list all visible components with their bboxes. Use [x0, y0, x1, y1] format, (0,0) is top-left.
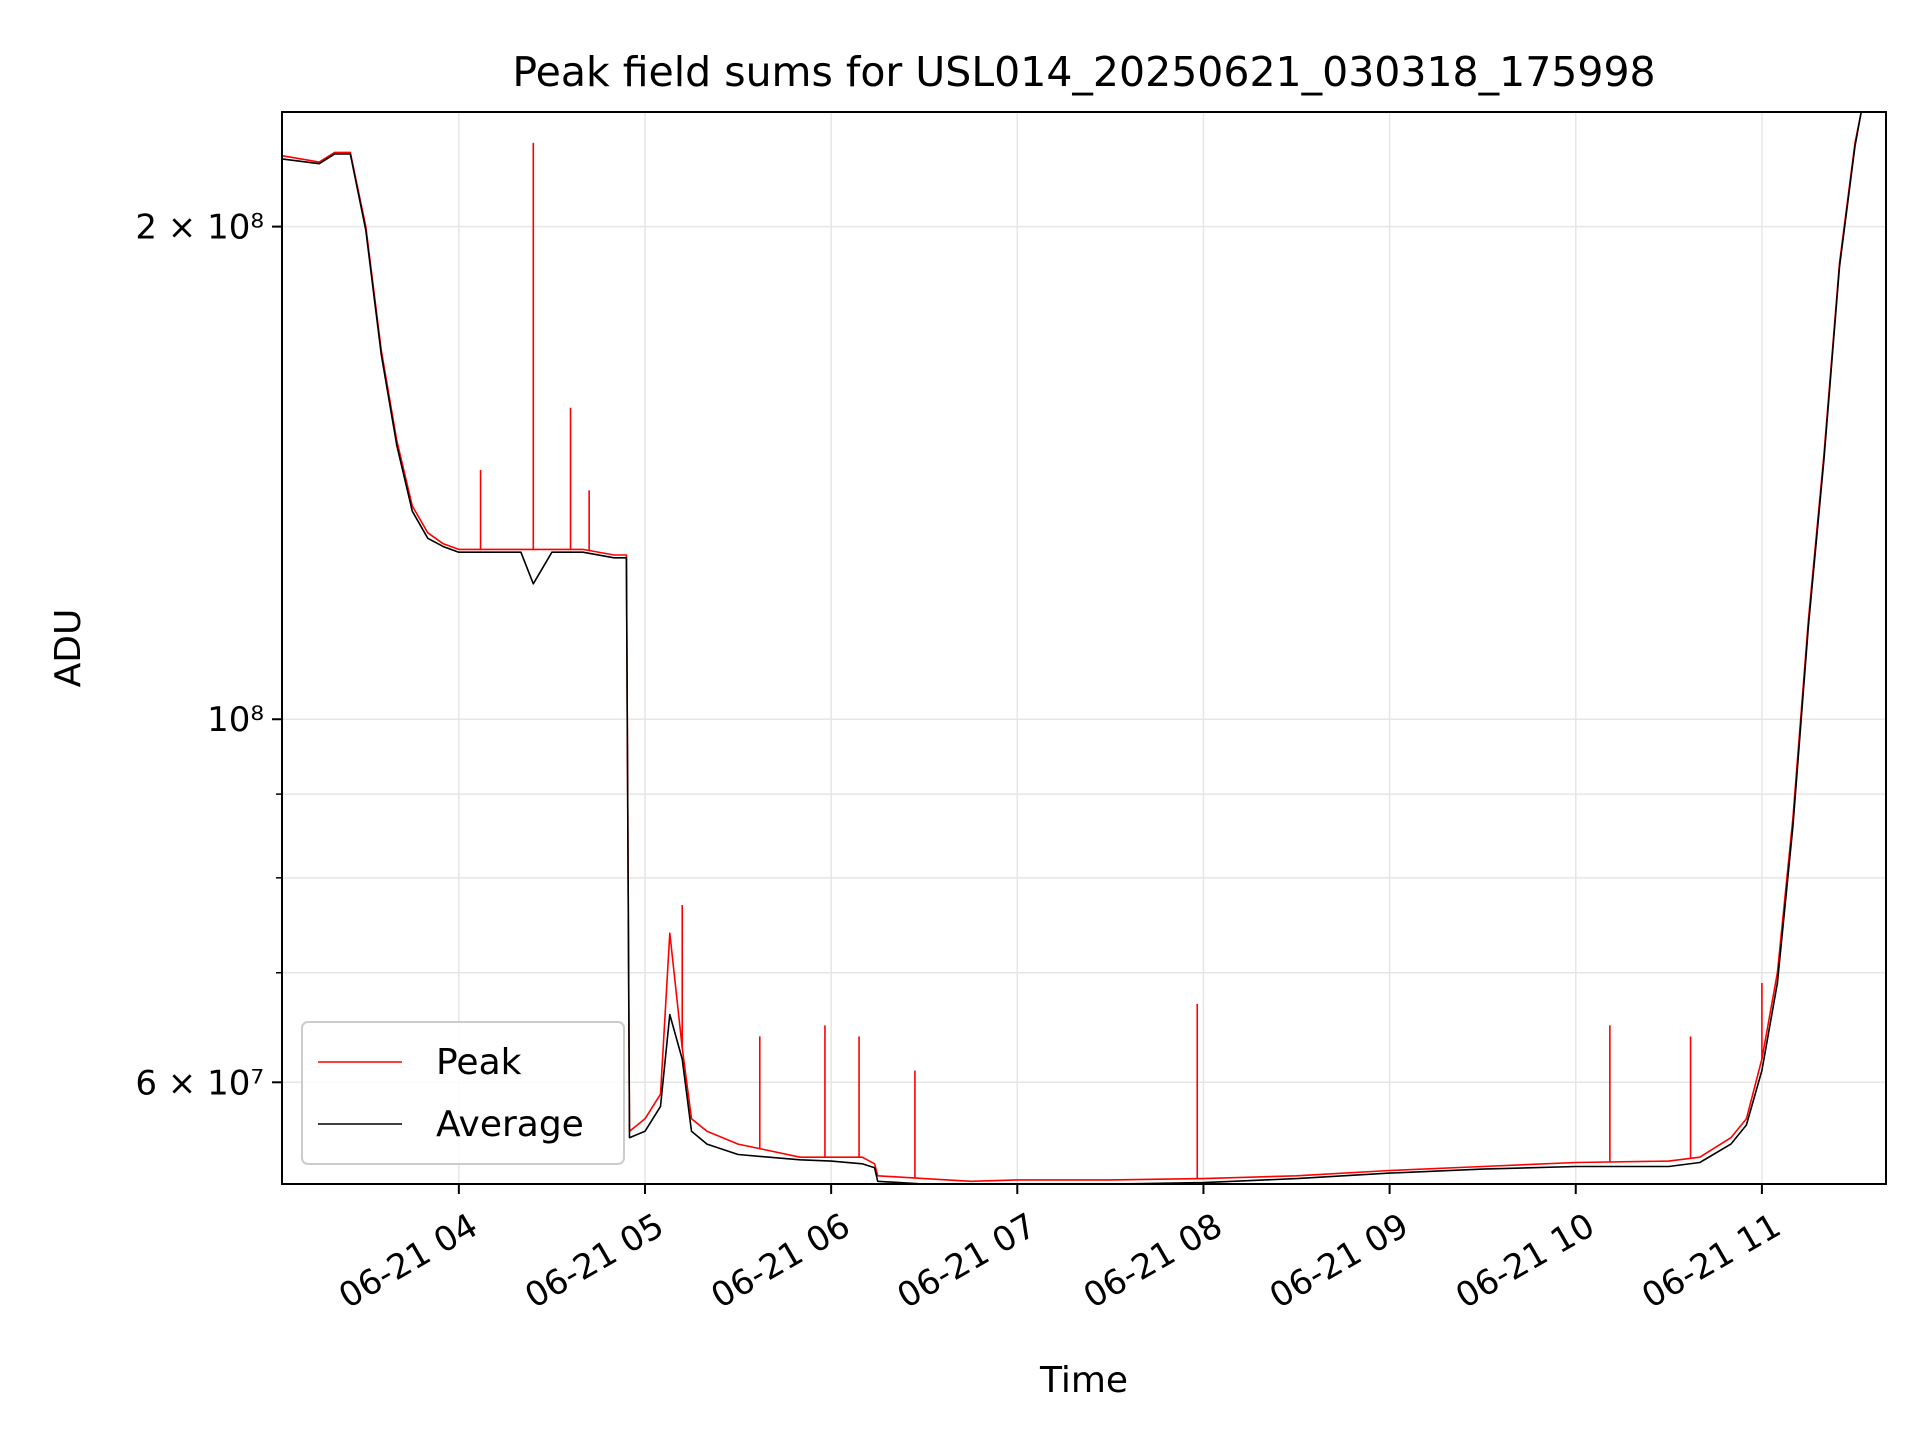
y-axis-label: ADU	[48, 609, 89, 688]
legend-peak-label: Peak	[436, 1042, 522, 1083]
y-tick-label: 2 × 10⁸	[135, 208, 264, 248]
chart-title: Peak field sums for USL014_20250621_0303…	[512, 48, 1655, 96]
grid	[282, 112, 1886, 1184]
series-line-average	[281, 111, 1886, 1185]
y-tick-label: 10⁸	[207, 700, 264, 740]
legend: Peak Average	[301, 1021, 625, 1165]
legend-average-label: Average	[436, 1104, 584, 1145]
x-axis-label: Time	[1039, 1360, 1128, 1401]
legend-box	[301, 1021, 625, 1165]
plot-series	[281, 111, 1886, 1185]
series-line-peak	[281, 111, 1886, 1183]
plot-frame	[281, 111, 1887, 1185]
y-tick-label: 6 × 10⁷	[135, 1063, 264, 1103]
